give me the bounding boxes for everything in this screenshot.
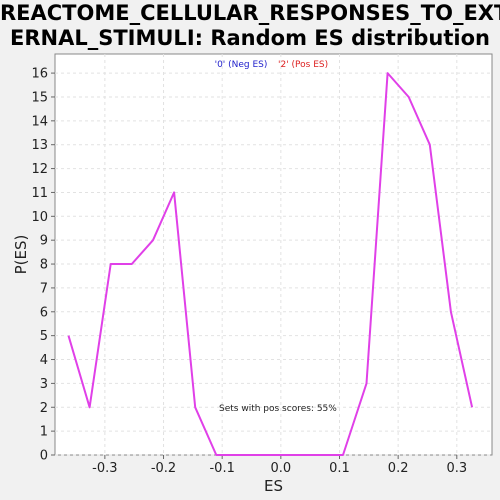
grid-lines [55, 54, 492, 456]
pos-score-annotation: Sets with pos scores: 55% [219, 404, 337, 414]
chart-title-line-1: REACTOME_CELLULAR_RESPONSES_TO_EXT [0, 1, 500, 25]
chart-title: REACTOME_CELLULAR_RESPONSES_TO_EXT ERNAL… [0, 0, 500, 51]
y-tick-label: 4 [40, 353, 48, 368]
y-tick-label: 5 [40, 329, 48, 344]
x-tick-label: -0.2 [151, 461, 176, 476]
legend-entry: '2' (Pos ES) [278, 60, 328, 70]
y-tick-label: 10 [31, 210, 48, 225]
x-tick-label: 0.2 [388, 461, 409, 476]
y-tick-label: 16 [31, 67, 48, 82]
y-tick-label: 11 [31, 186, 48, 201]
y-tick-label: 0 [40, 449, 48, 464]
x-tick-label: 0.1 [329, 461, 350, 476]
y-tick-label: 2 [40, 401, 48, 416]
y-tick-label: 15 [31, 90, 48, 105]
y-tick-label: 12 [31, 162, 48, 177]
es-distribution-line [67, 72, 474, 456]
y-tick-label: 3 [40, 377, 48, 392]
x-tick-label: 0.3 [446, 461, 467, 476]
legend-entry: '0' (Neg ES) [215, 60, 268, 70]
y-tick-label: 1 [40, 425, 48, 440]
y-tick-label: 6 [40, 305, 48, 320]
legend: '0' (Neg ES) '2' (Pos ES) [215, 60, 329, 70]
y-tick-label: 13 [31, 138, 48, 153]
y-tick-label: 9 [40, 234, 48, 249]
series-layer [67, 72, 474, 456]
x-tick-label: 0.0 [270, 461, 291, 476]
plot-area [54, 53, 493, 456]
x-tick-label: -0.1 [209, 461, 234, 476]
chart-title-line-2: ERNAL_STIMULI: Random ES distribution [10, 26, 490, 50]
y-axis-title: P(ES) [12, 235, 30, 275]
y-tick-label: 7 [40, 281, 48, 296]
x-axis-title: ES [264, 477, 283, 495]
x-tick-label: -0.3 [92, 461, 117, 476]
y-tick-label: 14 [31, 114, 48, 129]
y-tick-label: 8 [40, 258, 48, 273]
